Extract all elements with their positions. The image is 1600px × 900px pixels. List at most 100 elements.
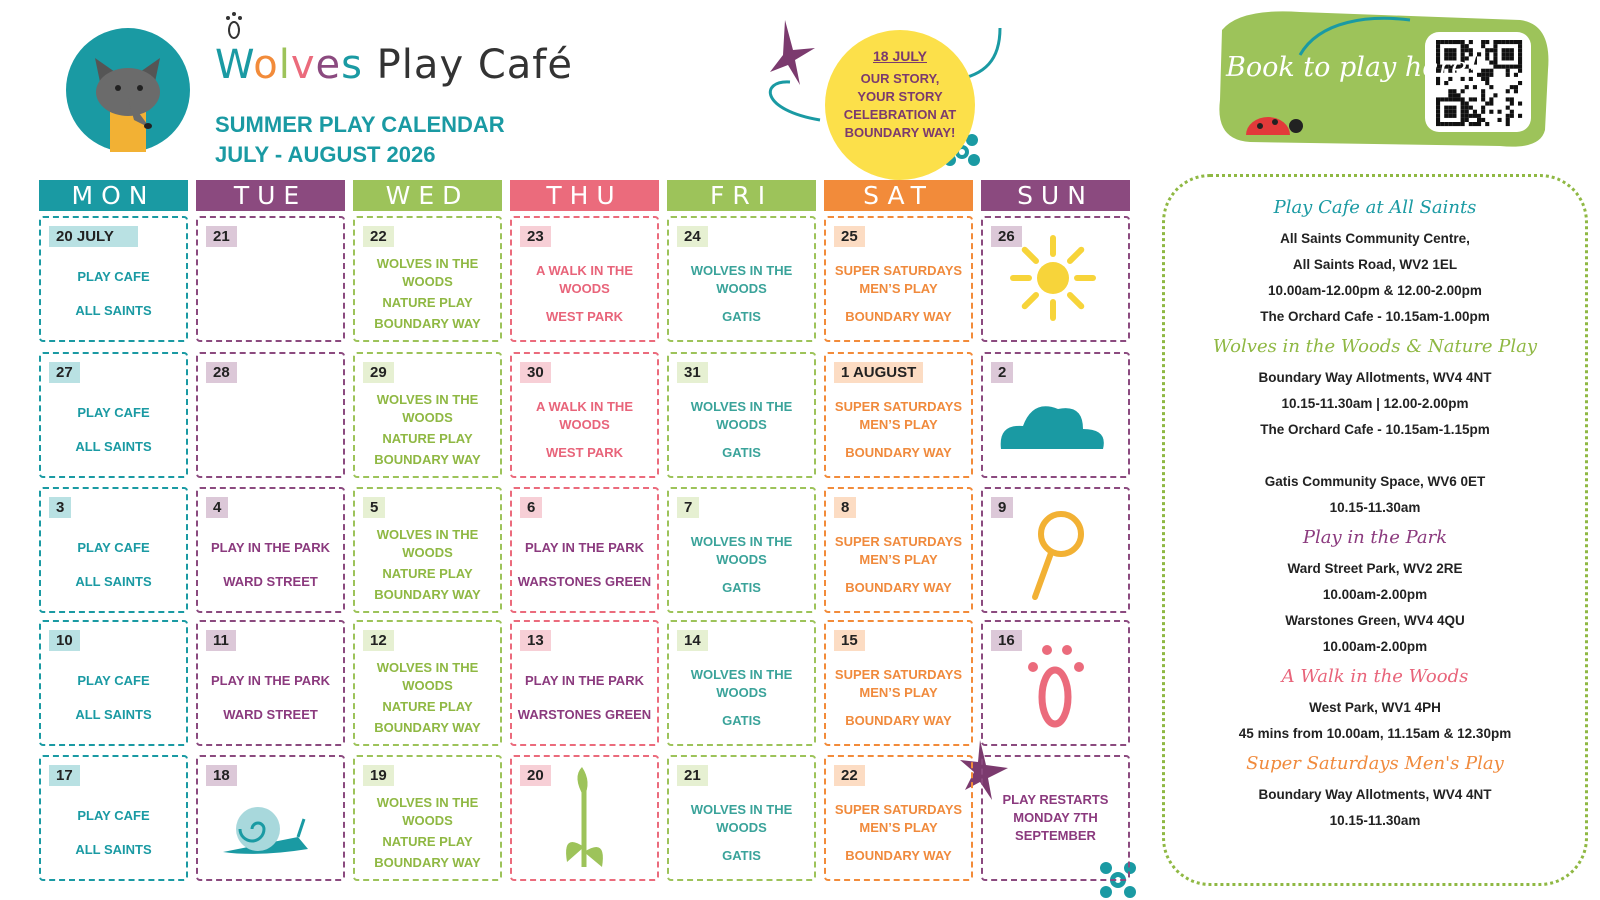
day-badge: 16 [991, 630, 1022, 651]
activity: GATIS [722, 309, 761, 324]
day-badge: 8 [834, 497, 857, 518]
day-badge: 15 [834, 630, 865, 651]
activity: NATURE PLAY [382, 834, 473, 849]
activity: NATURE PLAY [382, 431, 473, 446]
activities: PLAY CAFE ALL SAINTS [43, 388, 184, 472]
day-badge: 25 [834, 226, 865, 247]
activity: ALL SAINTS [75, 439, 152, 454]
day-cell: 22 SUPER SATURDAYS MEN’S PLAY BOUNDARY WAY [824, 755, 973, 881]
qr-code [1436, 40, 1523, 127]
weekday-header: SUN [981, 180, 1130, 211]
section-heading: Super Saturdays Men's Play [1246, 753, 1504, 774]
day-cell: 20 [510, 755, 659, 881]
day-badge: 20 [520, 765, 551, 786]
activities: WOLVES IN THE WOODS NATURE PLAY BOUNDARY W… [357, 388, 498, 472]
activities: PLAY CAFE ALL SAINTS [43, 252, 184, 336]
activities: PLAY CAFE ALL SAINTS [43, 656, 184, 740]
activity: WOLVES IN THE WOODS [690, 263, 793, 296]
activities: PLAY RESTARTS MONDAY 7TH SEPTEMBER [985, 777, 1126, 859]
callout-date: 18 JULY [873, 48, 927, 64]
activity: SUPER SATURDAYS MEN’S PLAY [834, 667, 963, 700]
activities: WOLVES IN THE WOODS GATIS [671, 523, 812, 607]
weekday-header: TUE [196, 180, 345, 211]
activity: SUPER SATURDAYS MEN’S PLAY [834, 802, 963, 835]
activity: BOUNDARY WAY [374, 720, 481, 735]
day-badge: 29 [363, 362, 394, 383]
day-cell: 2 [981, 352, 1130, 478]
activities: PLAY CAFE ALL SAINTS [43, 791, 184, 875]
activity: GATIS [722, 580, 761, 595]
day-cell: 20 JULY PLAY CAFE ALL SAINTS [39, 216, 188, 342]
day-badge: 11 [206, 630, 236, 651]
activity: ALL SAINTS [75, 842, 152, 857]
activity: BOUNDARY WAY [845, 713, 952, 728]
activities: WOLVES IN THE WOODS GATIS [671, 252, 812, 336]
activity: GATIS [722, 848, 761, 863]
activities: WOLVES IN THE WOODS GATIS [671, 791, 812, 875]
activity: WOLVES IN THE WOODS [376, 392, 479, 425]
activity: PLAY CAFE [77, 540, 150, 555]
weekday-header: SAT [824, 180, 973, 211]
day-cell: 8 SUPER SATURDAYS MEN’S PLAY BOUNDARY WAY [824, 487, 973, 613]
activities: PLAY IN THE PARK WARSTONES GREEN [514, 656, 655, 740]
day-badge: 7 [677, 497, 700, 518]
activities: PLAY IN THE PARK WARD STREET [200, 656, 341, 740]
section-heading: Play in the Park [1302, 527, 1448, 548]
flower [1100, 862, 1136, 898]
activities: SUPER SATURDAYS MEN’S PLAY BOUNDARY WAY [828, 523, 969, 607]
day-badge: 22 [834, 765, 865, 786]
day-cell: 17 PLAY CAFE ALL SAINTS [39, 755, 188, 881]
activity: WARD STREET [223, 574, 318, 589]
day-badge: 23 [520, 226, 551, 247]
subtitle: SUMMER PLAY CALENDAR [215, 112, 505, 137]
activities: A WALK IN THE WOODS WEST PARK [514, 388, 655, 472]
day-badge: 14 [677, 630, 708, 651]
day-badge: 3 [49, 497, 72, 518]
section-line: Warstones Green, WV4 4QU [1285, 613, 1465, 628]
activity: A WALK IN THE WOODS [535, 263, 633, 296]
section-line: Boundary Way Allotments, WV4 4NT [1258, 370, 1492, 385]
day-cell: 14 WOLVES IN THE WOODS GATIS [667, 620, 816, 746]
booking-text[interactable]: Book to play here! [1226, 52, 1478, 83]
section-heading: A Walk in the Woods [1281, 666, 1469, 687]
icon [1032, 511, 1084, 600]
day-badge: 21 [677, 765, 708, 786]
activity: WOLVES IN THE WOODS [376, 256, 479, 289]
day-cell: 28 [196, 352, 345, 478]
activities [200, 252, 341, 336]
day-cell: 3 PLAY CAFE ALL SAINTS [39, 487, 188, 613]
day-badge: 13 [520, 630, 551, 651]
fox-icon [95, 58, 160, 152]
activity: A WALK IN THE WOODS [535, 399, 633, 432]
activity: SUPER SATURDAYS MEN’S PLAY [834, 263, 963, 296]
activity: BOUNDARY WAY [374, 587, 481, 602]
day-badge: 4 [206, 497, 229, 518]
title: Wolves Play Café [215, 42, 573, 88]
callout: 18 JULY OUR STORY, YOUR STORY CELEBRATIO… [825, 30, 975, 180]
activities: WOLVES IN THE WOODS NATURE PLAY BOUNDARY W… [357, 656, 498, 740]
day-badge: 28 [206, 362, 237, 383]
activity: WOLVES IN THE WOODS [690, 667, 793, 700]
day-cell: 6 PLAY IN THE PARK WARSTONES GREEN [510, 487, 659, 613]
day-badge: 1 AUGUST [834, 362, 924, 383]
day-badge: 18 [206, 765, 237, 786]
day-badge: 20 JULY [49, 226, 138, 247]
day-badge: 17 [49, 765, 80, 786]
day-cell: 25 SUPER SATURDAYS MEN’S PLAY BOUNDARY WAY [824, 216, 973, 342]
activity: BOUNDARY WAY [845, 309, 952, 324]
section-line: 10.00am-2.00pm [1322, 639, 1428, 654]
section-line: West Park, WV1 4PH [1309, 700, 1441, 715]
activity: PLAY IN THE PARK [211, 540, 330, 555]
day-cell: 21 [196, 216, 345, 342]
day-badge: 21 [206, 226, 237, 247]
day-cell: 16 [981, 620, 1130, 746]
activities: WOLVES IN THE WOODS NATURE PLAY BOUNDARY W… [357, 252, 498, 336]
day-cell: 10 PLAY CAFE ALL SAINTS [39, 620, 188, 746]
activities: WOLVES IN THE WOODS GATIS [671, 388, 812, 472]
activity: PLAY CAFE [77, 673, 150, 688]
ladybug [1246, 117, 1303, 135]
day-cell: 15 SUPER SATURDAYS MEN’S PLAY BOUNDARY WAY [824, 620, 973, 746]
activity: WOLVES IN THE WOODS [690, 399, 793, 432]
section-line: 10.00am-2.00pm [1322, 587, 1428, 602]
activity: NATURE PLAY [382, 295, 473, 310]
